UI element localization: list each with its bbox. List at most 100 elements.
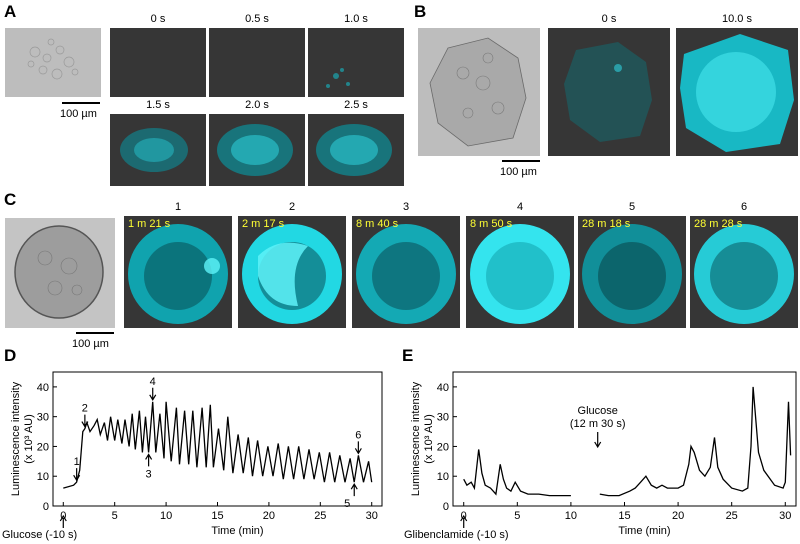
panel-c-brightfield-image bbox=[5, 218, 115, 328]
panel-c-frame-number: 6 bbox=[740, 201, 748, 213]
panel-a-scale-label: 100 µm bbox=[60, 108, 97, 120]
panel-a-time-2: 0.5 s bbox=[245, 13, 269, 25]
panel-a-frame-5 bbox=[209, 114, 305, 186]
panel-c-frame-image: 8 m 50 s bbox=[466, 216, 574, 328]
x-tick-label: 5 bbox=[514, 510, 520, 522]
glucose-arrow bbox=[594, 432, 602, 449]
x-axis-label: Time (min) bbox=[618, 525, 670, 537]
panel-a-frame-2 bbox=[209, 28, 305, 97]
marker-label: 6 bbox=[355, 429, 361, 441]
x-tick-label: 15 bbox=[618, 510, 630, 522]
marker-label: 3 bbox=[146, 468, 152, 480]
y-axis-label: Luminescence intensity bbox=[10, 381, 22, 496]
panel-a-frame-6 bbox=[308, 114, 404, 186]
stimulus-label: Glucose (-10 s) bbox=[2, 529, 77, 541]
panel-c-timestamp: 2 m 17 s bbox=[242, 218, 285, 230]
panel-a-frame-1 bbox=[110, 28, 206, 97]
x-axis-label: Time (min) bbox=[211, 525, 263, 537]
panel-a-time-6: 2.5 s bbox=[344, 99, 368, 111]
panel-b-scale-label: 100 µm bbox=[500, 166, 537, 178]
y-tick-label: 20 bbox=[437, 441, 449, 453]
panel-b-brightfield-image bbox=[418, 28, 540, 156]
x-tick-label: 5 bbox=[112, 510, 118, 522]
x-tick-label: 20 bbox=[263, 510, 275, 522]
panel-c-frame-image: 28 m 18 s bbox=[578, 216, 686, 328]
marker-label: 5 bbox=[344, 498, 350, 510]
panel-c-frame-image: 2 m 17 s bbox=[238, 216, 346, 328]
marker-arrow bbox=[354, 441, 362, 455]
x-tick-label: 20 bbox=[672, 510, 684, 522]
y-tick-label: 20 bbox=[37, 441, 49, 453]
panel-b-time-1: 0 s bbox=[601, 13, 617, 25]
y-axis-label-units: (x 10³ AU) bbox=[423, 414, 435, 464]
panel-a-frame-4 bbox=[110, 114, 206, 186]
panel-a-time-5: 2.0 s bbox=[245, 99, 269, 111]
marker-arrow bbox=[149, 387, 157, 401]
panel-a-brightfield-texture bbox=[27, 38, 79, 80]
panel-a-time-3: 1.0 s bbox=[344, 13, 368, 25]
x-tick-label: 10 bbox=[160, 510, 172, 522]
panel-c-frame-image: 28 m 28 s bbox=[690, 216, 798, 328]
panel-c-frame-number: 4 bbox=[516, 201, 524, 213]
panel-a-scale-bar bbox=[62, 102, 100, 104]
panel-c-label: C bbox=[4, 190, 17, 209]
marker-arrow bbox=[350, 483, 358, 497]
y-tick-label: 30 bbox=[37, 412, 49, 424]
panel-b-scale-bar bbox=[502, 160, 540, 162]
stimulus-arrow bbox=[460, 514, 468, 528]
panel-a-frame-3 bbox=[308, 28, 404, 97]
series-line bbox=[63, 401, 373, 489]
panel-d-label: D bbox=[4, 346, 17, 365]
y-tick-label: 40 bbox=[37, 382, 49, 394]
panel-c-frame-number: 5 bbox=[628, 201, 636, 213]
series-line bbox=[599, 386, 792, 497]
x-tick-label: 30 bbox=[779, 510, 791, 522]
y-axis-label: Luminescence intensity bbox=[410, 381, 422, 496]
panel-a-label: A bbox=[4, 2, 17, 21]
panel-c-frame-image: 1 m 21 s bbox=[124, 216, 232, 328]
panel-c-timestamp: 28 m 18 s bbox=[582, 218, 631, 230]
glucose-annotation-time: (12 m 30 s) bbox=[570, 418, 626, 430]
panel-b-time-2: 10.0 s bbox=[722, 13, 752, 25]
panel-c-scale-bar bbox=[76, 332, 114, 334]
panel-c-frame-image: 8 m 40 s bbox=[352, 216, 460, 328]
panel-c-timestamp: 8 m 40 s bbox=[356, 218, 399, 230]
y-tick-label: 10 bbox=[37, 471, 49, 483]
panel-e-label: E bbox=[402, 346, 414, 365]
marker-label: 2 bbox=[82, 403, 88, 415]
y-tick-label: 0 bbox=[443, 501, 449, 513]
panel-c-scale-label: 100 µm bbox=[72, 338, 109, 350]
panel-a-time-1: 0 s bbox=[150, 13, 166, 25]
marker-arrow bbox=[73, 468, 81, 482]
panel-a-brightfield-image bbox=[5, 28, 101, 97]
panel-c-frame-number: 3 bbox=[402, 201, 410, 213]
panel-c-frame-number: 1 bbox=[174, 201, 182, 213]
panel-c-timestamp: 1 m 21 s bbox=[128, 218, 171, 230]
stimulus-arrow bbox=[59, 514, 67, 528]
y-tick-label: 30 bbox=[437, 412, 449, 424]
stimulus-label: Glibenclamide (-10 s) bbox=[404, 529, 509, 541]
series-line bbox=[463, 449, 571, 497]
y-tick-label: 10 bbox=[437, 471, 449, 483]
x-tick-label: 30 bbox=[366, 510, 378, 522]
panel-a-time-4: 1.5 s bbox=[146, 99, 170, 111]
y-axis-label-units: (x 10³ AU) bbox=[23, 414, 35, 464]
panel-c-timestamp: 8 m 50 s bbox=[470, 218, 513, 230]
x-tick-label: 15 bbox=[211, 510, 223, 522]
marker-label: 4 bbox=[150, 376, 156, 388]
y-tick-label: 0 bbox=[43, 501, 49, 513]
glucose-annotation: Glucose bbox=[578, 405, 618, 417]
panel-c-timestamp: 28 m 28 s bbox=[694, 218, 743, 230]
panel-b-frame-1 bbox=[548, 28, 670, 156]
plot-frame bbox=[452, 371, 797, 507]
x-tick-label: 10 bbox=[565, 510, 577, 522]
y-tick-label: 40 bbox=[437, 382, 449, 394]
x-tick-label: 25 bbox=[314, 510, 326, 522]
panel-b-frame-2 bbox=[676, 28, 798, 156]
panel-c-frame-number: 2 bbox=[288, 201, 296, 213]
x-tick-label: 25 bbox=[726, 510, 738, 522]
marker-arrow bbox=[81, 414, 89, 428]
marker-arrow bbox=[145, 453, 153, 467]
